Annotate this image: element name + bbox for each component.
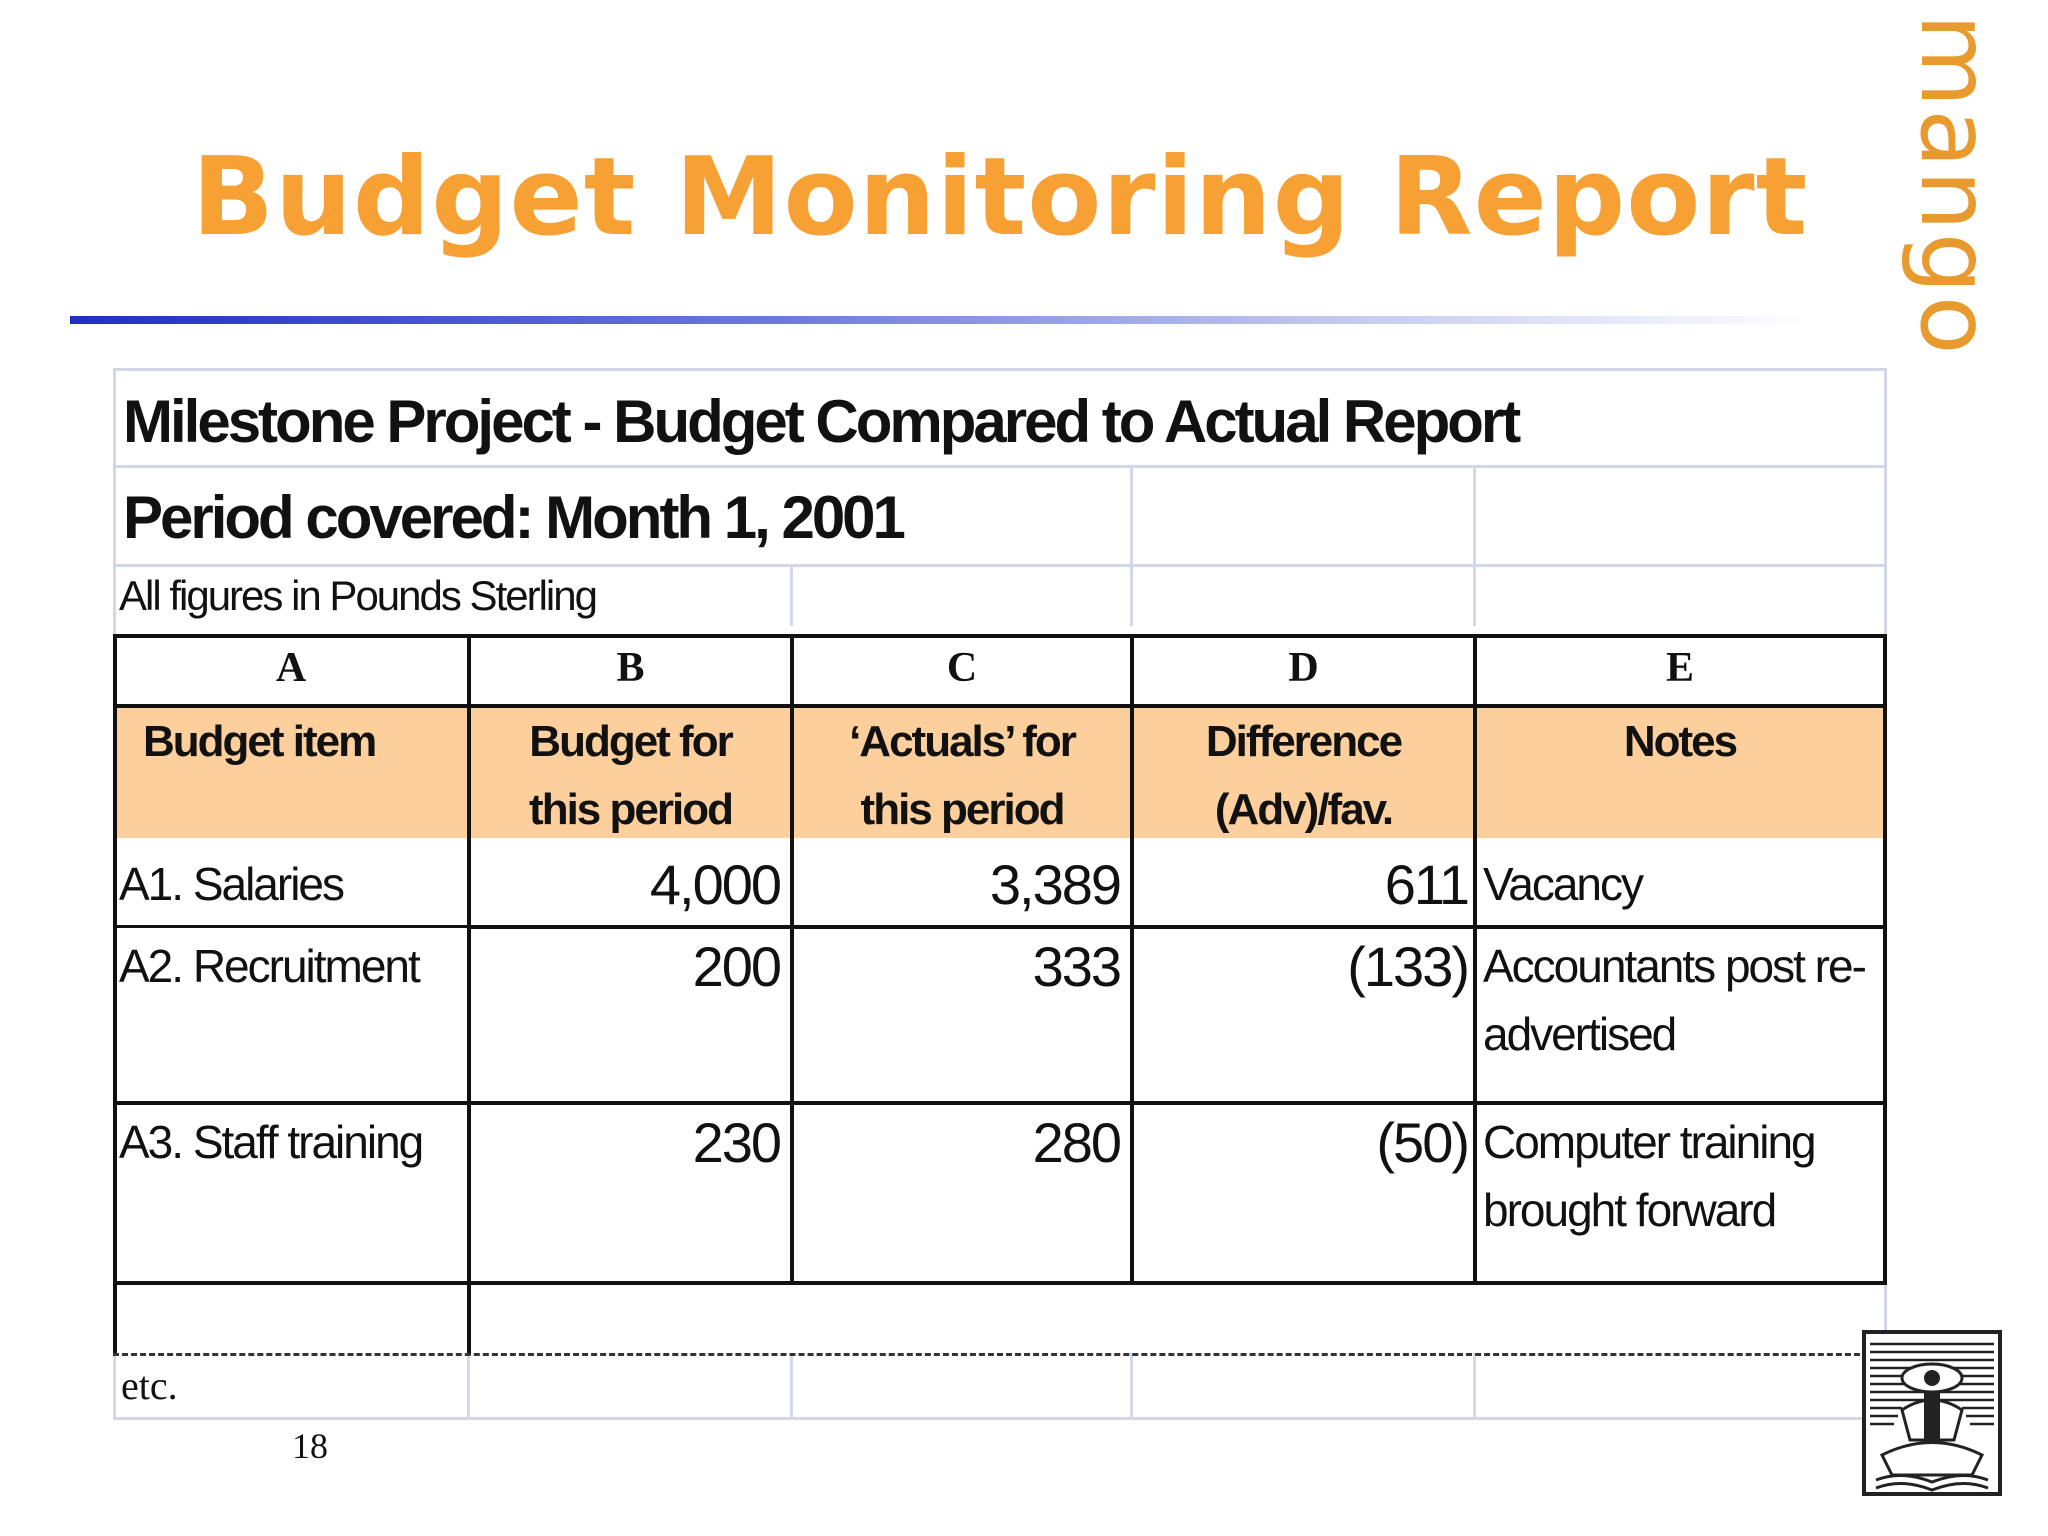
report-heading: Milestone Project - Budget Compared to A… <box>123 388 1521 455</box>
page-number: 18 <box>292 1426 328 1466</box>
header-budget-for-period: Budget for this period <box>469 708 792 844</box>
column-letter-a: A <box>275 645 307 691</box>
gridline <box>1473 465 1476 564</box>
brand-logo: mango <box>1899 14 2011 357</box>
row-1-budget: 4,000 <box>649 853 782 916</box>
table-border <box>1130 634 1134 1285</box>
table-border <box>1883 634 1887 1285</box>
gridline <box>113 1417 1887 1420</box>
table-border <box>113 634 1887 638</box>
header-notes: Notes <box>1475 708 1885 776</box>
title-underline <box>70 316 1810 324</box>
table-border <box>467 634 471 1355</box>
row-1-actual: 3,389 <box>989 853 1122 916</box>
row-2-actual: 333 <box>1032 935 1122 998</box>
row-2-notes-line-2: advertised <box>1483 1008 1677 1060</box>
gridline <box>467 1353 470 1420</box>
table-border <box>1473 634 1477 1285</box>
header-notes-line: Notes <box>1623 717 1738 766</box>
table-border <box>113 1285 117 1355</box>
header-actuals-line-1: ‘Actuals’ for <box>849 717 1077 766</box>
brand-logo-text: mango <box>1899 13 2011 357</box>
row-3-notes: Computer training brought forward <box>1483 1108 1817 1244</box>
gridline <box>1473 1353 1476 1420</box>
header-budget-line-2: this period <box>529 785 734 834</box>
header-difference-line-2: (Adv)/fav. <box>1214 785 1394 834</box>
row-1-item: A1. Salaries <box>119 858 345 910</box>
report-period: Period covered: Month 1, 2001 <box>123 484 906 551</box>
table-border <box>469 925 1887 929</box>
gridline <box>113 465 1887 468</box>
column-letter-e: E <box>1665 645 1694 691</box>
dashed-separator <box>113 1353 1887 1356</box>
gridline <box>113 564 1887 567</box>
table-border <box>113 925 469 928</box>
header-actuals-for-period: ‘Actuals’ for this period <box>792 708 1132 844</box>
gridline <box>113 368 1887 371</box>
table-border <box>113 1281 1887 1285</box>
gridline <box>1130 465 1133 564</box>
header-actuals-line-2: this period <box>860 785 1066 834</box>
row-2-item: A2. Recruitment <box>119 940 421 992</box>
table-border <box>790 634 794 1285</box>
row-2-difference: (133) <box>1347 935 1470 998</box>
gridline <box>1473 564 1476 626</box>
header-difference-line-1: Difference <box>1205 717 1403 766</box>
etc-label: etc. <box>121 1363 178 1408</box>
gridline <box>1130 1353 1133 1420</box>
gridline <box>790 1353 793 1420</box>
column-letter-c: C <box>946 645 978 691</box>
header-difference: Difference (Adv)/fav. <box>1132 708 1475 844</box>
header-budget-line-1: Budget for <box>529 717 733 766</box>
row-1-notes: Vacancy <box>1483 850 1644 918</box>
crest-emblem-icon <box>1862 1330 2002 1496</box>
slide-title: Budget Monitoring Report <box>191 135 1809 260</box>
header-budget-item: Budget item <box>143 708 443 776</box>
header-budget-item-line: Budget item <box>143 717 377 766</box>
header-fill <box>115 706 1885 838</box>
gridline <box>790 564 793 626</box>
column-letter-d: D <box>1288 645 1319 691</box>
budget-table: Milestone Project - Budget Compared to A… <box>113 368 1887 1420</box>
row-1-difference: 611 <box>1384 853 1470 916</box>
row-3-actual: 280 <box>1032 1111 1122 1174</box>
row-2-budget: 200 <box>692 935 782 998</box>
table-border <box>113 1101 1887 1105</box>
row-2-notes-line-1: Accountants post re- <box>1483 940 1867 992</box>
row-3-item: A3. Staff training <box>119 1116 424 1168</box>
row-3-notes-line-1: Computer training <box>1483 1116 1817 1168</box>
row-3-budget: 230 <box>692 1111 782 1174</box>
gridline <box>1130 564 1133 626</box>
row-3-difference: (50) <box>1376 1111 1470 1174</box>
row-3-notes-line-2: brought forward <box>1483 1184 1777 1236</box>
column-letter-b: B <box>616 645 645 691</box>
table-border <box>113 704 1887 708</box>
units-note: All figures in Pounds Sterling <box>119 572 598 619</box>
table-border <box>113 634 117 1355</box>
row-1-notes-line: Vacancy <box>1483 858 1644 910</box>
row-2-notes: Accountants post re- advertised <box>1483 932 1867 1068</box>
